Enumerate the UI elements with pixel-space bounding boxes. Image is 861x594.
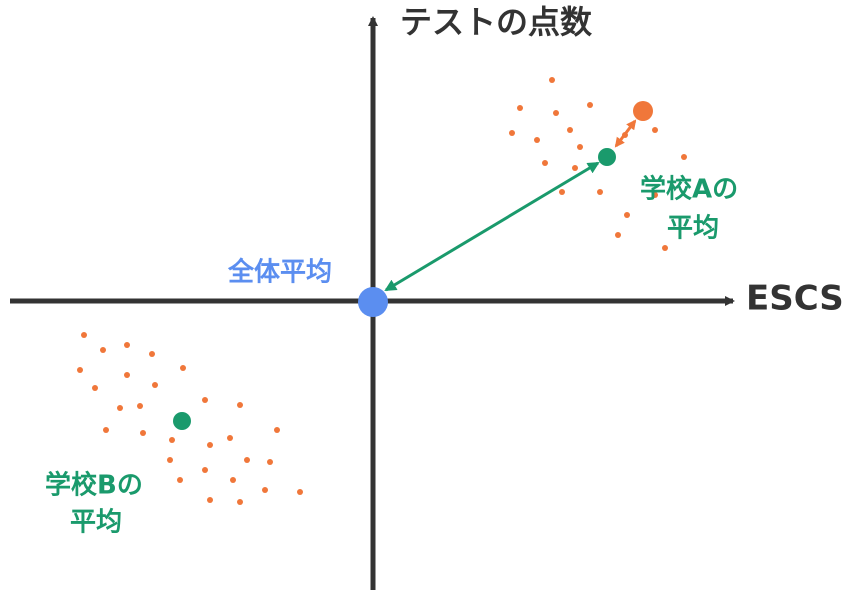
sample-dot (207, 497, 213, 503)
sample-dot (124, 372, 130, 378)
sample-dot (177, 477, 183, 483)
sample-dot (262, 487, 268, 493)
sample-dot (81, 332, 87, 338)
sample-dot (267, 459, 273, 465)
sample-dot (140, 430, 146, 436)
school-b-label: 平均 (70, 508, 122, 538)
sample-dot (517, 105, 523, 111)
sample-dot (167, 457, 173, 463)
sample-dot (662, 245, 668, 251)
overall-mean-dot (358, 287, 388, 317)
sample-dot (169, 437, 175, 443)
student-dot (633, 101, 653, 121)
school-a-label: 平均 (667, 214, 719, 244)
sample-dot (509, 130, 515, 136)
sample-dot (553, 110, 559, 116)
sample-dots (77, 77, 687, 505)
sample-dot (559, 189, 565, 195)
x-axis-label: ESCS (746, 279, 844, 319)
sample-dot (152, 382, 158, 388)
sample-dot (274, 427, 280, 433)
sample-dot (137, 403, 143, 409)
sample-dot (615, 232, 621, 238)
sample-dot (587, 102, 593, 108)
sample-dot (597, 189, 603, 195)
sample-dot (124, 342, 130, 348)
sample-dot (227, 435, 233, 441)
sample-dot (230, 477, 236, 483)
sample-dot (542, 160, 548, 166)
sample-dot (117, 405, 123, 411)
sample-dot (624, 212, 630, 218)
sample-dot (244, 457, 250, 463)
school-b-dot (173, 412, 191, 430)
sample-dot (572, 165, 578, 171)
school-b-label: 学校Bの (45, 470, 143, 501)
sample-dot (92, 385, 98, 391)
sample-dot (652, 192, 658, 198)
sample-dot (100, 347, 106, 353)
y-axis-label: テストの点数 (400, 3, 593, 41)
school-a-dot (598, 148, 616, 166)
sample-dot (149, 351, 155, 357)
sample-dot (534, 137, 540, 143)
sample-dot (652, 127, 658, 133)
sample-dot (103, 427, 109, 433)
sample-dot (237, 402, 243, 408)
arrow-student (614, 119, 637, 148)
sample-dot (297, 489, 303, 495)
sample-dot (549, 77, 555, 83)
arrow-school-a (384, 161, 600, 292)
sample-dot (180, 365, 186, 371)
sample-dot (681, 154, 687, 160)
sample-dot (207, 442, 213, 448)
school-a-label: 学校Aの (640, 174, 738, 205)
overall-mean-label: 全体平均 (227, 257, 332, 288)
sample-dot (202, 397, 208, 403)
sample-dot (202, 467, 208, 473)
sample-dot (237, 499, 243, 505)
sample-dot (567, 127, 573, 133)
sample-dot (577, 144, 583, 150)
sample-dot (77, 367, 83, 373)
